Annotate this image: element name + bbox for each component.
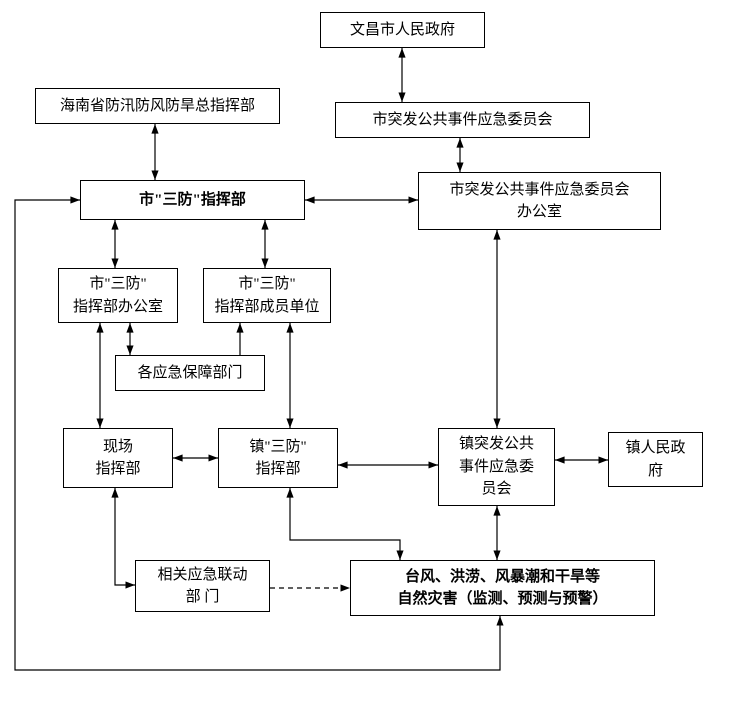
node-city_emg: 市突发公共事件应急委员会 [335,102,590,138]
node-town_gov: 镇人民政府 [608,432,703,487]
node-sf_members: 市"三防"指挥部成员单位 [203,268,331,323]
node-town_emg: 镇突发公共事件应急委员会 [438,428,555,506]
node-bao_dept: 各应急保障部门 [115,355,265,391]
edge-scene_hq-link_dept [115,488,135,585]
node-sanfang_hq: 市"三防"指挥部 [80,180,305,220]
node-city_emg_office: 市突发公共事件应急委员会办公室 [418,172,661,230]
node-gov: 文昌市人民政府 [320,12,485,48]
node-hainan: 海南省防汛防风防旱总指挥部 [35,88,280,124]
node-disaster: 台风、洪涝、风暴潮和干旱等自然灾害（监测、预测与预警） [350,560,655,616]
node-scene_hq: 现场指挥部 [63,428,173,488]
node-town_sf_hq: 镇"三防"指挥部 [218,428,338,488]
edge-town_sf_hq-disaster [290,488,400,560]
node-sf_office: 市"三防"指挥部办公室 [58,268,178,323]
node-link_dept: 相关应急联动部 门 [135,560,270,612]
